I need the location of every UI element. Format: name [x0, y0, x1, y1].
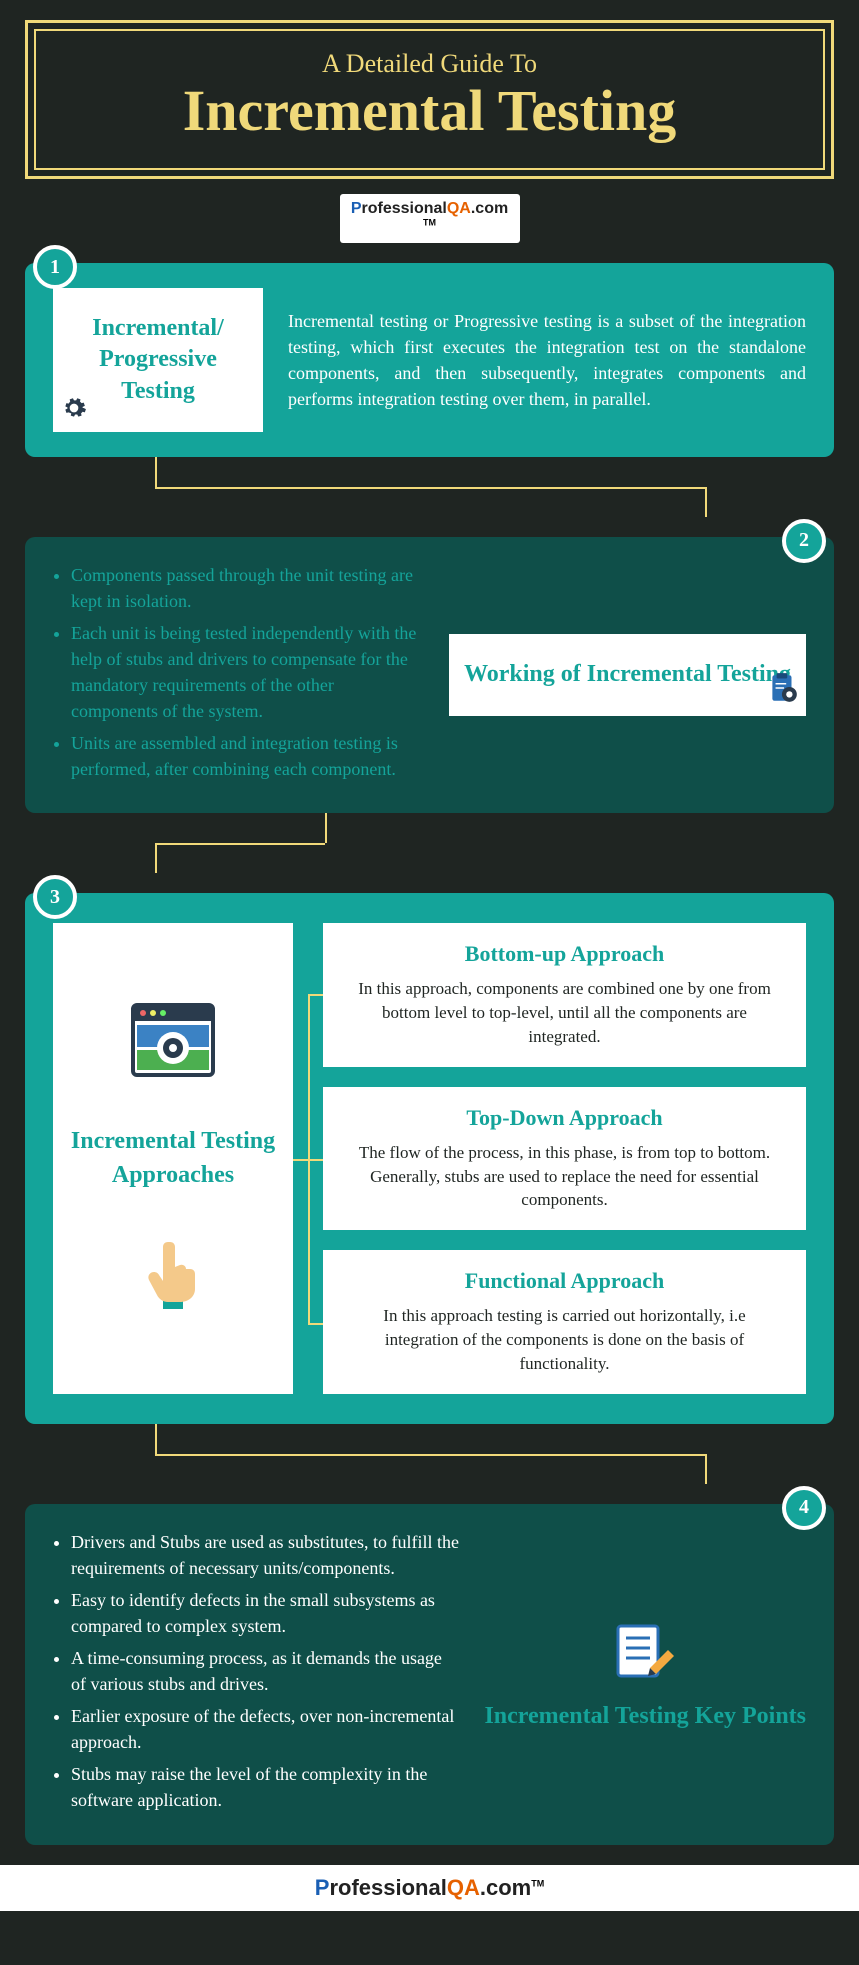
logo-top: ProfessionalQA.com TM — [340, 194, 520, 243]
badge-1: 1 — [33, 245, 77, 289]
bullets-4: Drivers and Stubs are used as substitute… — [53, 1529, 459, 1820]
label-4-title: Incremental Testing Key Points — [484, 1703, 806, 1730]
bullet: Drivers and Stubs are used as substitute… — [71, 1529, 459, 1581]
label-3: Incremental Testing Approaches — [53, 923, 293, 1393]
pointing-hand-icon — [138, 1232, 208, 1317]
bullet: Each unit is being tested independently … — [71, 620, 424, 724]
browser-gear-icon — [128, 1000, 218, 1085]
logo-bottom: ProfessionalQA.comTM — [0, 1865, 859, 1911]
label-2-title: Working of Incremental Testing — [464, 659, 791, 690]
logo-text: ProfessionalQA.comTM — [315, 1875, 544, 1900]
approach-functional: Functional Approach In this approach tes… — [323, 1250, 806, 1393]
approach-title: Functional Approach — [345, 1268, 784, 1294]
label-4: Incremental Testing Key Points — [484, 1618, 806, 1730]
badge-2: 2 — [782, 519, 826, 563]
card-1: Incremental/ProgressiveTesting Increment… — [25, 263, 834, 457]
approach-text: The flow of the process, in this phase, … — [345, 1141, 784, 1212]
checklist-pencil-icon — [610, 1675, 680, 1692]
label-1: Incremental/ProgressiveTesting — [53, 288, 263, 432]
bullet: Earlier exposure of the defects, over no… — [71, 1703, 459, 1755]
approach-text: In this approach testing is carried out … — [345, 1304, 784, 1375]
approach-top-down: Top-Down Approach The flow of the proces… — [323, 1087, 806, 1230]
approach-title: Bottom-up Approach — [345, 941, 784, 967]
section-2: 2 Components passed through the unit tes… — [25, 537, 834, 814]
approach-bottom-up: Bottom-up Approach In this approach, com… — [323, 923, 806, 1066]
card-4: Drivers and Stubs are used as substitute… — [25, 1504, 834, 1845]
clipboard-gear-icon — [766, 671, 800, 710]
header-frame: A Detailed Guide To Incremental Testing — [25, 20, 834, 179]
desc-1: Incremental testing or Progressive testi… — [288, 308, 806, 412]
header-inner: A Detailed Guide To Incremental Testing — [34, 29, 825, 170]
section-1: 1 Incremental/ProgressiveTesting Increme… — [25, 263, 834, 457]
connector-2-3 — [25, 833, 834, 873]
approach-title: Top-Down Approach — [345, 1105, 784, 1131]
label-2: Working of Incremental Testing — [449, 634, 806, 715]
connector-1-2 — [25, 477, 834, 517]
card-2: Components passed through the unit testi… — [25, 537, 834, 814]
section-4: 4 Drivers and Stubs are used as substitu… — [25, 1504, 834, 1845]
label-3-title: Incremental Testing Approaches — [68, 1125, 278, 1192]
section-3: 3 Incremental Testing Approaches — [25, 893, 834, 1423]
bullet: A time-consuming process, as it demands … — [71, 1645, 459, 1697]
header-title: Incremental Testing — [46, 79, 813, 143]
connector-3-4 — [25, 1444, 834, 1484]
card-3: Incremental Testing Approaches Bottom-up… — [25, 893, 834, 1423]
bullets-2: Components passed through the unit testi… — [53, 562, 424, 789]
gear-icon — [61, 395, 87, 426]
label-1-title: Incremental/ProgressiveTesting — [68, 313, 248, 407]
header-subtitle: A Detailed Guide To — [46, 49, 813, 79]
badge-4: 4 — [782, 1486, 826, 1530]
logo-text: ProfessionalQA.com TM — [351, 200, 508, 236]
bullet: Units are assembled and integration test… — [71, 730, 424, 782]
bullet: Components passed through the unit testi… — [71, 562, 424, 614]
approach-text: In this approach, components are combine… — [345, 977, 784, 1048]
bullet: Easy to identify defects in the small su… — [71, 1587, 459, 1639]
bullet: Stubs may raise the level of the complex… — [71, 1761, 459, 1813]
approaches-list: Bottom-up Approach In this approach, com… — [323, 923, 806, 1393]
